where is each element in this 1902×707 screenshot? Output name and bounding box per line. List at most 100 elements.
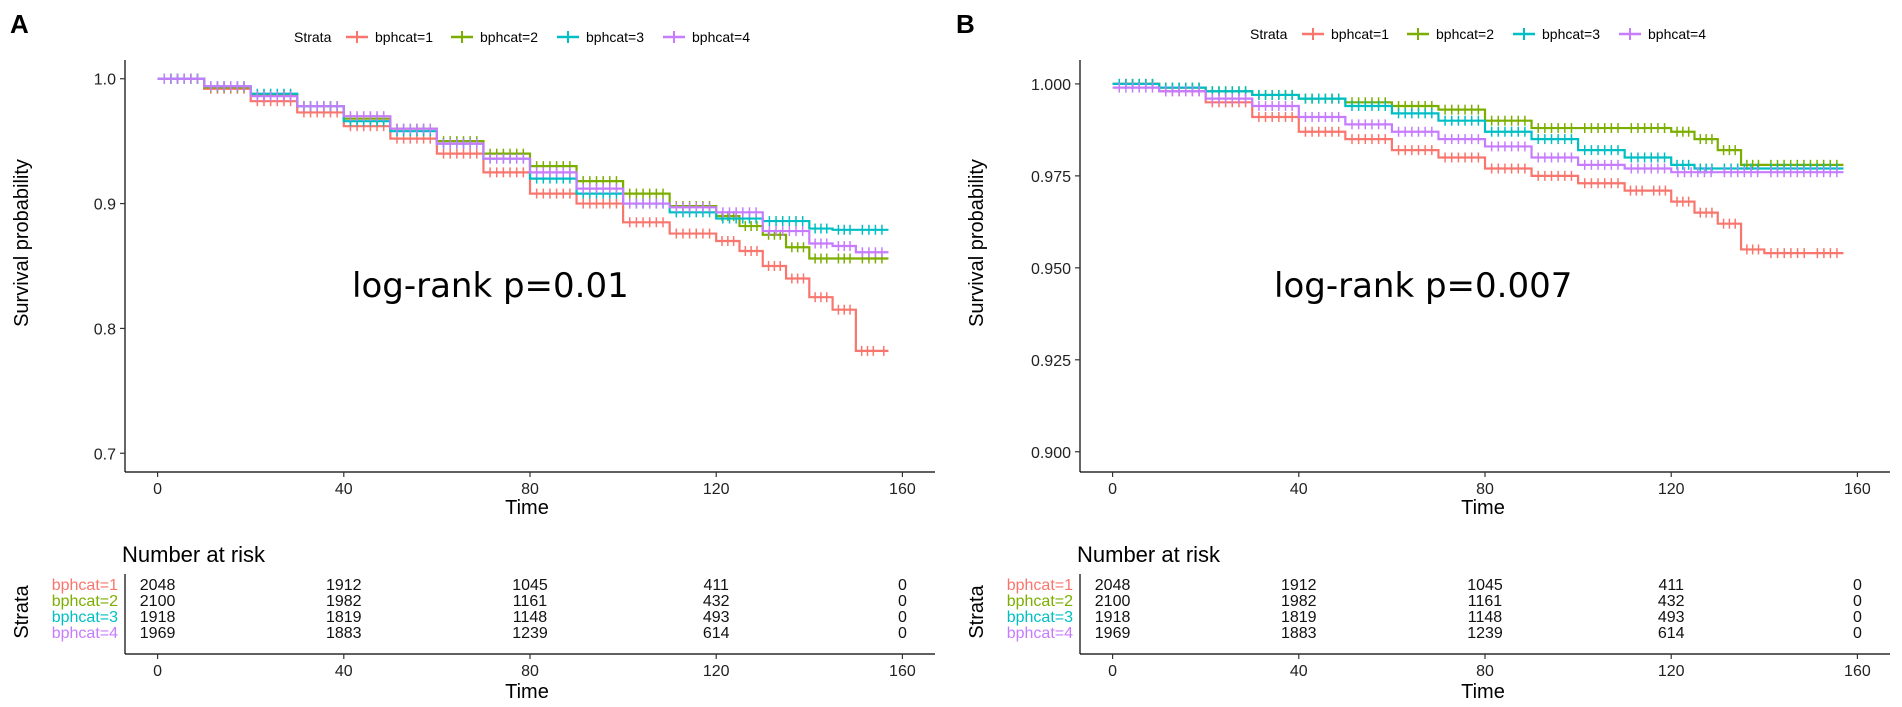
legend-item-bphcat-3: bphcat=3 (1513, 26, 1600, 42)
risk-x-tick-label: 160 (1844, 663, 1871, 680)
risk-count: 614 (1658, 625, 1685, 642)
risk-count: 1161 (1468, 593, 1503, 610)
panel-label-b: B (956, 9, 975, 39)
censor-marks-bphcat-4 (163, 73, 883, 258)
legend-label: bphcat=2 (1436, 26, 1494, 42)
y-tick-label: 1.000 (1031, 77, 1071, 94)
x-tick-label: 80 (1476, 481, 1494, 498)
risk-x-tick-label: 120 (703, 663, 730, 680)
panel-a: Strata bphcat=1 bphcat=2 bphcat=3 bphcat… (11, 29, 935, 703)
survival-curve-bphcat-1 (1112, 82, 1844, 255)
legend-item-bphcat-4: bphcat=4 (1619, 26, 1706, 42)
risk-count: 1969 (1095, 625, 1131, 642)
risk-x-tick-label: 0 (153, 663, 162, 680)
risk-count: 1883 (326, 625, 362, 642)
risk-count: 411 (703, 577, 729, 594)
risk-table-b: Number at risk Strata bphcat=1 2048 1912 10… (966, 542, 1890, 703)
y-axis-label: Survival probability (11, 159, 33, 327)
risk-x-tick-label: 80 (1476, 663, 1494, 680)
risk-table-title: Number at risk (122, 542, 266, 567)
legend-title: Strata (1250, 26, 1288, 42)
risk-count: 1045 (512, 577, 548, 594)
y-tick-label: 0.8 (94, 321, 116, 338)
risk-count: 1918 (140, 609, 176, 626)
risk-x-axis-label: Time (505, 681, 549, 703)
risk-row-label: bphcat=4 (1007, 625, 1073, 642)
risk-count: 0 (898, 577, 907, 594)
risk-count: 432 (1658, 593, 1685, 610)
legend-label: bphcat=1 (375, 29, 433, 45)
risk-x-tick-label: 40 (1290, 663, 1308, 680)
survival-curve-bphcat-4 (1112, 86, 1844, 174)
plot-area-b: 0.900 0.925 0.950 0.975 1.000 0 40 80 120 160 (1031, 60, 1890, 498)
legend-item-bphcat-1: bphcat=1 (1302, 26, 1389, 42)
legend-b: Strata bphcat=1 bphcat=2 bphcat=3 bphcat… (1250, 26, 1706, 42)
survival-curve-bphcat-3 (1112, 82, 1844, 170)
legend-item-bphcat-1: bphcat=1 (346, 29, 433, 45)
risk-row-label: bphcat=3 (1007, 609, 1073, 626)
risk-count: 1912 (326, 577, 362, 594)
risk-row-label: bphcat=2 (1007, 593, 1073, 610)
x-axis-label: Time (505, 497, 549, 519)
legend-label: bphcat=2 (480, 29, 538, 45)
y-tick-label: 0.975 (1031, 169, 1071, 186)
risk-count: 0 (898, 593, 907, 610)
risk-count: 0 (1853, 625, 1862, 642)
x-tick-label: 40 (1290, 481, 1308, 498)
risk-x-tick-label: 120 (1658, 663, 1685, 680)
y-tick-label: 1.0 (94, 72, 116, 89)
risk-count: 1982 (1281, 593, 1317, 610)
x-tick-label: 160 (1844, 481, 1871, 498)
risk-count: 0 (1853, 593, 1862, 610)
risk-row-label: bphcat=1 (1007, 577, 1073, 594)
x-tick-label: 120 (703, 481, 730, 498)
risk-row-label: bphcat=4 (52, 625, 118, 642)
x-tick-label: 0 (1108, 481, 1117, 498)
legend-title: Strata (294, 29, 332, 45)
risk-count: 1045 (1467, 577, 1503, 594)
plot-area-a: 0.7 0.8 0.9 1.0 0 40 80 120 160 (94, 60, 935, 498)
y-tick-label: 0.900 (1031, 445, 1071, 462)
risk-count: 1918 (1095, 609, 1131, 626)
risk-count: 614 (703, 625, 730, 642)
x-tick-label: 40 (335, 481, 353, 498)
risk-table-a: Number at risk Strata bphcat=1 2048 1912 10… (11, 542, 935, 703)
risk-count: 1969 (140, 625, 176, 642)
risk-count: 1819 (326, 609, 362, 626)
panel-label-a: A (10, 9, 29, 39)
legend-a: Strata bphcat=1 bphcat=2 bphcat=3 bphcat… (294, 29, 750, 45)
x-tick-label: 160 (889, 481, 916, 498)
legend-label: bphcat=3 (1542, 26, 1600, 42)
risk-table-body: bphcat=1 2048 1912 1045 411 0 bphcat=2 2100 1982… (52, 574, 935, 680)
risk-count: 0 (898, 609, 907, 626)
risk-table-title: Number at risk (1077, 542, 1221, 567)
survival-curve-bphcat-4 (157, 77, 889, 254)
legend-label: bphcat=4 (692, 29, 750, 45)
x-axis-label: Time (1461, 497, 1505, 519)
risk-x-tick-label: 80 (521, 663, 539, 680)
x-tick-label: 0 (153, 481, 162, 498)
risk-count: 1161 (513, 593, 548, 610)
risk-strata-label: Strata (11, 584, 33, 638)
risk-count: 432 (703, 593, 730, 610)
risk-count: 2100 (140, 593, 176, 610)
y-tick-label: 0.950 (1031, 261, 1071, 278)
x-tick-label: 120 (1658, 481, 1685, 498)
y-axis-label: Survival probability (966, 159, 988, 327)
legend-label: bphcat=4 (1648, 26, 1706, 42)
risk-count: 2048 (140, 577, 176, 594)
risk-count: 1819 (1281, 609, 1317, 626)
y-tick-label: 0.7 (94, 446, 116, 463)
risk-count: 493 (1658, 609, 1685, 626)
risk-row-label: bphcat=3 (52, 609, 118, 626)
legend-label: bphcat=3 (586, 29, 644, 45)
risk-count: 1148 (513, 609, 548, 626)
legend-item-bphcat-4: bphcat=4 (663, 29, 750, 45)
risk-x-tick-label: 160 (889, 663, 916, 680)
legend-label: bphcat=1 (1331, 26, 1389, 42)
risk-count: 1239 (512, 625, 548, 642)
risk-count: 1912 (1281, 577, 1317, 594)
risk-table-body: bphcat=1 2048 1912 1045 411 0 bphcat=2 2100 1982… (1007, 574, 1890, 680)
